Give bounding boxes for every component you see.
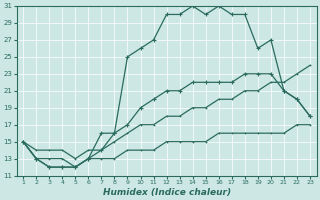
X-axis label: Humidex (Indice chaleur): Humidex (Indice chaleur) xyxy=(102,188,231,197)
